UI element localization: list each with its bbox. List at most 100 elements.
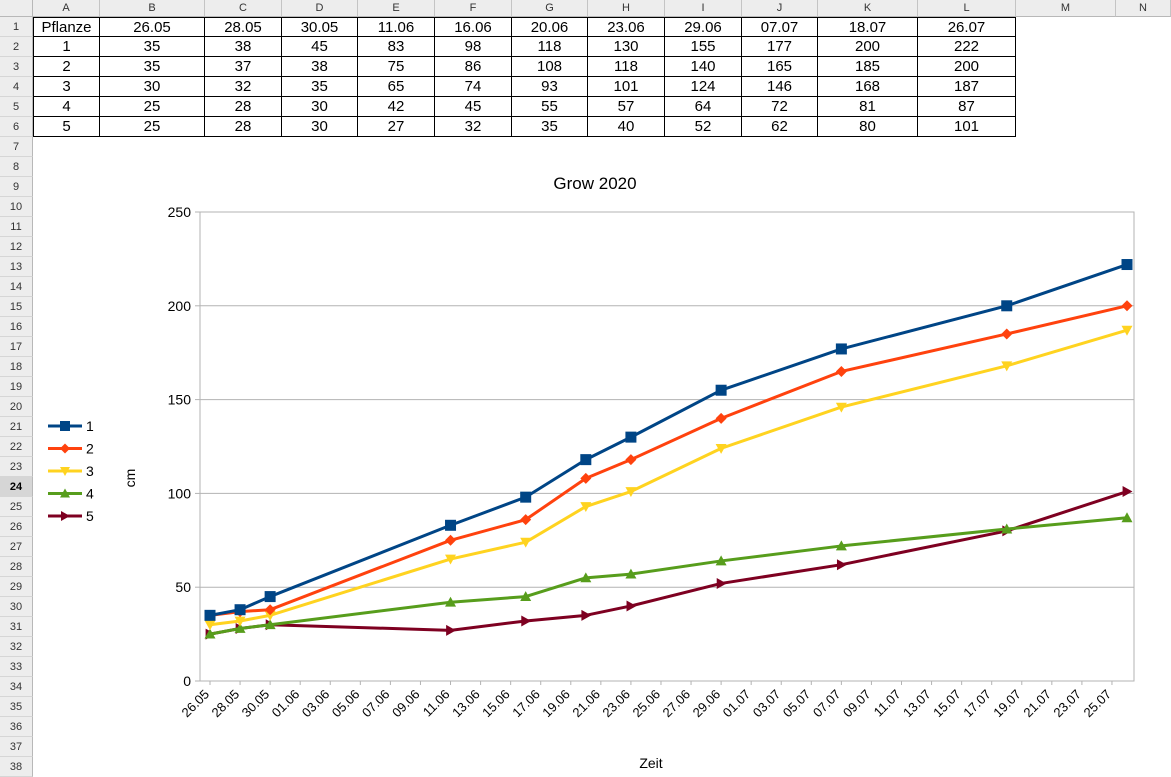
cell-k3[interactable]: 185 xyxy=(818,57,918,77)
row-header-34[interactable]: 34 xyxy=(0,677,33,697)
row-header-5[interactable]: 5 xyxy=(0,97,33,117)
cell-b2[interactable]: 35 xyxy=(100,37,205,57)
cell-i5[interactable]: 64 xyxy=(665,97,742,117)
row-header-10[interactable]: 10 xyxy=(0,197,33,217)
row-header-23[interactable]: 23 xyxy=(0,457,33,477)
cell-c4[interactable]: 32 xyxy=(205,77,282,97)
row-header-37[interactable]: 37 xyxy=(0,737,33,757)
cell-d2[interactable]: 45 xyxy=(282,37,358,57)
column-header-a[interactable]: A xyxy=(33,0,100,17)
row-header-28[interactable]: 28 xyxy=(0,557,33,577)
cell-c5[interactable]: 28 xyxy=(205,97,282,117)
cell-e1[interactable]: 11.06 xyxy=(358,17,435,37)
cell-j1[interactable]: 07.07 xyxy=(742,17,818,37)
row-header-3[interactable]: 3 xyxy=(0,57,33,77)
cell-e3[interactable]: 75 xyxy=(358,57,435,77)
cell-d3[interactable]: 38 xyxy=(282,57,358,77)
cell-c3[interactable]: 37 xyxy=(205,57,282,77)
cell-g5[interactable]: 55 xyxy=(512,97,588,117)
cell-j3[interactable]: 165 xyxy=(742,57,818,77)
row-header-22[interactable]: 22 xyxy=(0,437,33,457)
column-header-l[interactable]: L xyxy=(918,0,1016,17)
row-header-11[interactable]: 11 xyxy=(0,217,33,237)
row-header-17[interactable]: 17 xyxy=(0,337,33,357)
row-header-12[interactable]: 12 xyxy=(0,237,33,257)
column-header-b[interactable]: B xyxy=(100,0,205,17)
row-header-16[interactable]: 16 xyxy=(0,317,33,337)
cell-i2[interactable]: 155 xyxy=(665,37,742,57)
cell-b3[interactable]: 35 xyxy=(100,57,205,77)
cell-h2[interactable]: 130 xyxy=(588,37,665,57)
cell-i4[interactable]: 124 xyxy=(665,77,742,97)
cell-a4[interactable]: 3 xyxy=(33,77,100,97)
cell-d1[interactable]: 30.05 xyxy=(282,17,358,37)
cell-l3[interactable]: 200 xyxy=(918,57,1016,77)
cell-h6[interactable]: 40 xyxy=(588,117,665,137)
row-header-24[interactable]: 24 xyxy=(0,477,33,497)
cell-g3[interactable]: 108 xyxy=(512,57,588,77)
cell-k1[interactable]: 18.07 xyxy=(818,17,918,37)
cell-c2[interactable]: 38 xyxy=(205,37,282,57)
column-header-g[interactable]: G xyxy=(512,0,588,17)
cell-h5[interactable]: 57 xyxy=(588,97,665,117)
column-header-c[interactable]: C xyxy=(205,0,282,17)
column-header-d[interactable]: D xyxy=(282,0,358,17)
cell-j4[interactable]: 146 xyxy=(742,77,818,97)
cell-e6[interactable]: 27 xyxy=(358,117,435,137)
cell-a3[interactable]: 2 xyxy=(33,57,100,77)
cell-k6[interactable]: 80 xyxy=(818,117,918,137)
row-header-27[interactable]: 27 xyxy=(0,537,33,557)
row-header-25[interactable]: 25 xyxy=(0,497,33,517)
cell-b6[interactable]: 25 xyxy=(100,117,205,137)
row-header-19[interactable]: 19 xyxy=(0,377,33,397)
cell-l6[interactable]: 101 xyxy=(918,117,1016,137)
row-header-32[interactable]: 32 xyxy=(0,637,33,657)
row-header-20[interactable]: 20 xyxy=(0,397,33,417)
cell-f6[interactable]: 32 xyxy=(435,117,512,137)
row-header-1[interactable]: 1 xyxy=(0,17,33,37)
row-header-30[interactable]: 30 xyxy=(0,597,33,617)
cell-l2[interactable]: 222 xyxy=(918,37,1016,57)
cell-a1[interactable]: Pflanze xyxy=(33,17,100,37)
cell-a6[interactable]: 5 xyxy=(33,117,100,137)
cell-i6[interactable]: 52 xyxy=(665,117,742,137)
column-header-e[interactable]: E xyxy=(358,0,435,17)
cell-f5[interactable]: 45 xyxy=(435,97,512,117)
cell-l5[interactable]: 87 xyxy=(918,97,1016,117)
row-header-6[interactable]: 6 xyxy=(0,117,33,137)
cell-f2[interactable]: 98 xyxy=(435,37,512,57)
row-header-26[interactable]: 26 xyxy=(0,517,33,537)
row-header-15[interactable]: 15 xyxy=(0,297,33,317)
cell-k2[interactable]: 200 xyxy=(818,37,918,57)
row-header-7[interactable]: 7 xyxy=(0,137,33,157)
row-header-9[interactable]: 9 xyxy=(0,177,33,197)
cell-b5[interactable]: 25 xyxy=(100,97,205,117)
cell-i1[interactable]: 29.06 xyxy=(665,17,742,37)
cell-g2[interactable]: 118 xyxy=(512,37,588,57)
cell-a2[interactable]: 1 xyxy=(33,37,100,57)
cell-k4[interactable]: 168 xyxy=(818,77,918,97)
cell-b1[interactable]: 26.05 xyxy=(100,17,205,37)
cell-g1[interactable]: 20.06 xyxy=(512,17,588,37)
cell-j6[interactable]: 62 xyxy=(742,117,818,137)
cell-h1[interactable]: 23.06 xyxy=(588,17,665,37)
cell-i3[interactable]: 140 xyxy=(665,57,742,77)
cell-d5[interactable]: 30 xyxy=(282,97,358,117)
row-header-21[interactable]: 21 xyxy=(0,417,33,437)
row-header-4[interactable]: 4 xyxy=(0,77,33,97)
row-header-18[interactable]: 18 xyxy=(0,357,33,377)
column-header-i[interactable]: I xyxy=(665,0,742,17)
cell-b4[interactable]: 30 xyxy=(100,77,205,97)
cell-g4[interactable]: 93 xyxy=(512,77,588,97)
cell-e2[interactable]: 83 xyxy=(358,37,435,57)
cell-h3[interactable]: 118 xyxy=(588,57,665,77)
row-header-33[interactable]: 33 xyxy=(0,657,33,677)
row-header-35[interactable]: 35 xyxy=(0,697,33,717)
cell-a5[interactable]: 4 xyxy=(33,97,100,117)
cell-e4[interactable]: 65 xyxy=(358,77,435,97)
cell-f1[interactable]: 16.06 xyxy=(435,17,512,37)
row-header-36[interactable]: 36 xyxy=(0,717,33,737)
cell-c1[interactable]: 28.05 xyxy=(205,17,282,37)
column-header-j[interactable]: J xyxy=(742,0,818,17)
